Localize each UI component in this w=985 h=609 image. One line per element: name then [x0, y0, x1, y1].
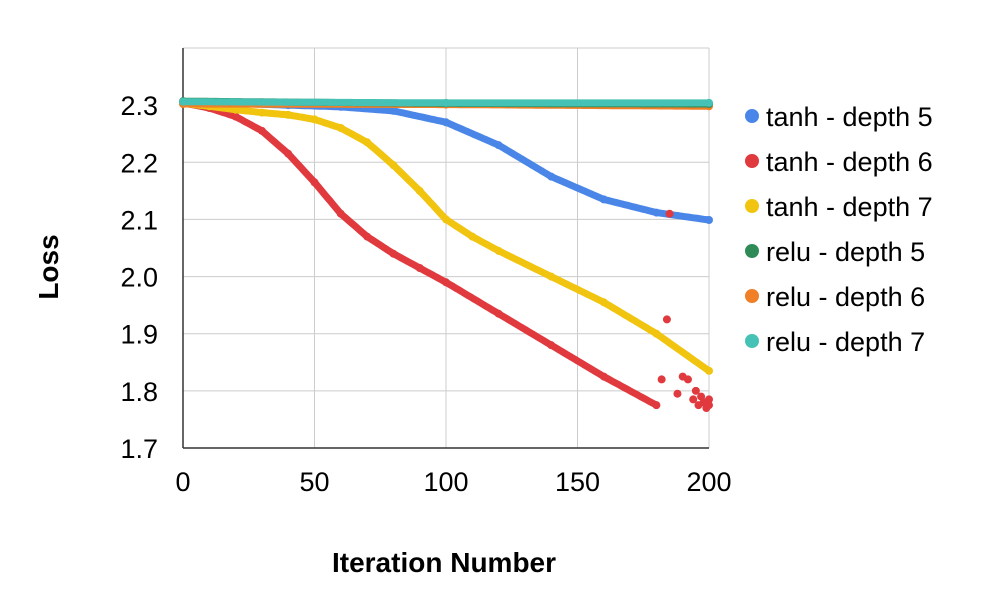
legend-marker [745, 109, 759, 123]
data-point [336, 124, 345, 132]
data-point [442, 278, 450, 287]
data-point [468, 232, 477, 241]
y-tick-label: 2.0 [120, 263, 158, 293]
series-layer [179, 97, 713, 412]
data-point [363, 138, 372, 147]
data-point [547, 272, 556, 281]
outlier-point [691, 386, 700, 395]
data-point [547, 172, 556, 181]
data-point [257, 108, 266, 117]
data-point [494, 246, 503, 255]
outlier-point [689, 395, 698, 404]
x-tick-label: 150 [555, 467, 600, 497]
legend-label: tanh - depth 6 [766, 147, 933, 177]
outlier-point [665, 209, 674, 218]
data-point [231, 112, 240, 121]
outlier-point [657, 375, 666, 384]
legend-label: tanh - depth 5 [766, 102, 933, 132]
data-point [547, 341, 556, 350]
data-point [415, 264, 424, 272]
series-relu-depth7 [179, 97, 713, 107]
data-point [415, 186, 424, 195]
legend-marker [745, 154, 759, 168]
data-point [494, 141, 503, 150]
outlier-point [683, 375, 692, 384]
data-point [599, 195, 608, 204]
data-point [363, 232, 372, 241]
legend: tanh - depth 5 tanh - depth 6 tanh - depth… [745, 102, 933, 357]
series-tanh-depth7 [179, 99, 713, 375]
x-tick-label: 100 [423, 467, 468, 497]
data-point [389, 249, 398, 258]
x-tick-label: 50 [299, 467, 329, 497]
data-point [284, 110, 293, 119]
legend-item: relu - depth 6 [745, 282, 925, 312]
data-point [231, 105, 240, 114]
data-point [599, 372, 608, 381]
outlier-point [673, 389, 682, 398]
legend-marker [745, 199, 759, 213]
data-point [442, 118, 450, 127]
x-tick-label: 200 [686, 467, 731, 497]
data-point [257, 126, 266, 135]
data-point [705, 216, 713, 224]
y-axis-title: Loss [33, 234, 64, 299]
y-tick-label: 1.9 [120, 320, 158, 350]
legend-item: tanh - depth 5 [745, 102, 933, 132]
data-point [179, 97, 187, 106]
legend-label: tanh - depth 7 [766, 192, 933, 222]
data-point [389, 106, 398, 115]
legend-marker [745, 244, 759, 258]
outlier-point [705, 401, 713, 410]
data-point [284, 149, 293, 158]
data-point [652, 329, 661, 338]
x-tick-label: 0 [175, 467, 190, 497]
data-point [310, 115, 319, 124]
legend-label: relu - depth 7 [766, 327, 925, 357]
tick-labels: 0 50 100 150 200 1.7 1.8 1.9 2.0 2.1 2.2 2.3 [120, 91, 731, 497]
series-line [179, 99, 660, 409]
x-axis-title: Iteration Number [332, 547, 556, 578]
y-tick-label: 1.8 [120, 377, 158, 407]
data-point [599, 298, 608, 307]
data-point [389, 161, 398, 170]
data-point [442, 215, 450, 224]
data-point [652, 401, 661, 410]
legend-label: relu - depth 5 [766, 237, 925, 267]
legend-item: tanh - depth 6 [745, 147, 933, 177]
legend-label: relu - depth 6 [766, 282, 925, 312]
legend-item: relu - depth 7 [745, 327, 925, 357]
data-point [705, 366, 713, 375]
y-tick-label: 2.3 [120, 91, 158, 121]
data-point [494, 309, 503, 318]
outlier-point [705, 395, 713, 404]
data-point [310, 178, 319, 187]
legend-item: tanh - depth 7 [745, 192, 933, 222]
legend-item: relu - depth 5 [745, 237, 925, 267]
data-point [442, 98, 450, 107]
y-tick-label: 2.1 [120, 205, 158, 235]
data-point [652, 208, 661, 217]
legend-marker [745, 289, 759, 303]
legend-marker [745, 334, 759, 348]
data-point [336, 209, 345, 218]
outlier-point [662, 315, 671, 324]
data-point [705, 98, 713, 107]
y-tick-label: 1.7 [120, 434, 158, 464]
y-tick-label: 2.2 [120, 148, 158, 178]
